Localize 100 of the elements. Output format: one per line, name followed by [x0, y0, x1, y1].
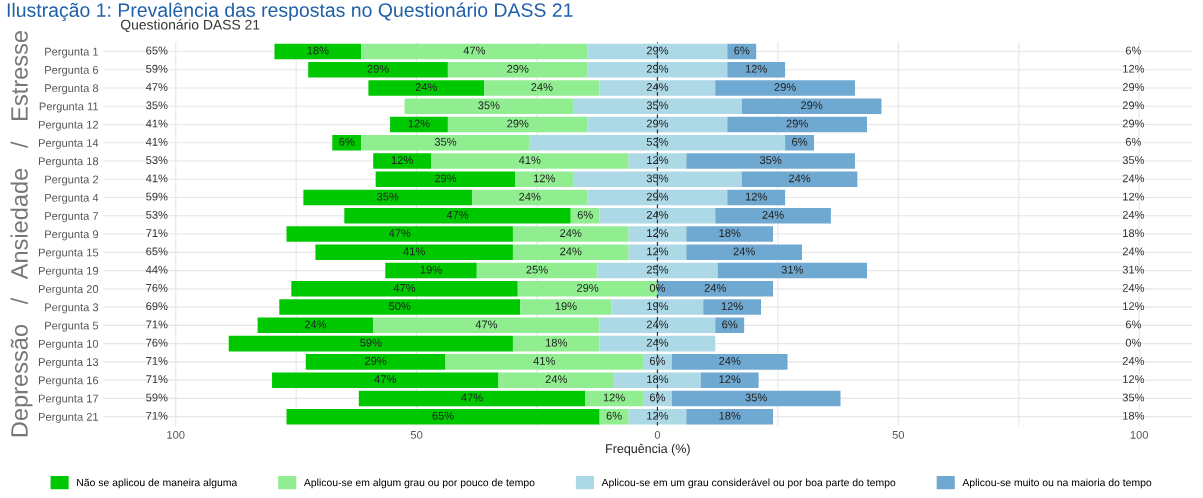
y-tick-label: Pergunta 4 [45, 193, 99, 204]
data-label: 35% [759, 156, 782, 164]
bar [614, 372, 701, 388]
data-label: 47% [475, 320, 498, 329]
data-label: 47% [374, 375, 396, 384]
bar [358, 390, 586, 407]
y-tick-label: Pergunta 1 [45, 47, 99, 58]
bar [643, 354, 672, 370]
data-label: 12% [647, 156, 669, 164]
annotation: 18% [1123, 411, 1145, 420]
data-label: 18% [719, 411, 741, 420]
bar [520, 299, 612, 315]
annotation: 24% [1122, 356, 1145, 365]
x-tick-label: 50 [410, 430, 423, 439]
data-label: 6% [606, 411, 622, 420]
data-label: 6% [792, 137, 808, 146]
bar [286, 408, 600, 425]
data-label: 35% [646, 101, 669, 110]
data-label: 29% [365, 356, 387, 365]
bar [447, 61, 588, 78]
bar [671, 354, 788, 370]
y-tick-label: Pergunta 16 [38, 376, 99, 387]
bar [315, 244, 513, 261]
annotation: 44% [145, 265, 168, 274]
bar [361, 135, 530, 151]
bar [597, 262, 718, 279]
bar [279, 299, 521, 315]
bar [587, 61, 728, 78]
annotation: 71% [146, 357, 168, 365]
data-label: 24% [545, 375, 568, 384]
bar [686, 153, 855, 169]
data-label: 29% [774, 83, 796, 91]
annotation: 6% [1125, 46, 1142, 55]
bar [570, 208, 600, 224]
data-label: 65% [432, 411, 454, 420]
data-label: 6% [649, 393, 666, 402]
bar [727, 43, 757, 60]
annotation: 24% [1122, 210, 1145, 219]
annotation: 53% [146, 210, 168, 219]
data-label: 59% [360, 338, 382, 347]
annotation: 41% [145, 137, 168, 146]
data-label: 47% [446, 210, 469, 219]
bar [599, 335, 716, 352]
annotation: 76% [146, 283, 168, 292]
bar [272, 372, 499, 388]
annotation: 29% [1122, 119, 1145, 128]
data-label: 47% [393, 284, 416, 292]
bar [228, 335, 513, 352]
bar [291, 281, 518, 297]
annotation: 59% [146, 192, 168, 201]
data-label: 29% [577, 283, 599, 292]
annotation: 29% [1122, 83, 1145, 91]
data-label: 29% [801, 101, 823, 110]
bar [715, 317, 745, 334]
annotation: 0% [1125, 338, 1142, 347]
annotation: 76% [146, 338, 168, 347]
bar [373, 317, 600, 334]
bar [587, 116, 728, 133]
data-label: 31% [781, 265, 804, 274]
data-label: 6% [722, 320, 738, 329]
data-label: 24% [519, 192, 541, 201]
bar [385, 262, 477, 279]
bar [715, 208, 831, 224]
data-label: 12% [647, 411, 669, 420]
y-tick-label: Pergunta 13 [38, 358, 99, 369]
data-label: 25% [526, 265, 548, 274]
x-tick-label: 0 [654, 430, 661, 439]
data-label: 12% [745, 64, 767, 73]
data-label: 35% [376, 192, 399, 201]
data-label: 6% [734, 46, 750, 55]
bar [727, 189, 786, 206]
data-label: 41% [533, 357, 555, 365]
y-tick-label: Pergunta 14 [38, 139, 99, 150]
annotation: 35% [1122, 156, 1145, 164]
bar [715, 80, 855, 96]
x-axis-title: Frequência (%) [606, 443, 690, 456]
bar [286, 226, 513, 242]
y-tick-label: Pergunta 21 [38, 412, 99, 423]
data-label: 6% [339, 137, 355, 146]
annotation: 18% [1123, 229, 1145, 238]
data-label: 12% [408, 119, 430, 128]
data-label: 24% [719, 356, 741, 365]
bar [476, 262, 598, 279]
bar [512, 244, 629, 261]
legend-label: Aplicou-se em um grau considerável ou por boa parte do tempo [601, 478, 896, 489]
annotation: 24% [1122, 174, 1145, 183]
data-label: 35% [646, 174, 669, 183]
bar [305, 354, 446, 370]
data-label: 19% [647, 302, 669, 311]
legend-label: Não se aplicou de maneira alguma [77, 478, 238, 489]
data-label: 41% [518, 156, 541, 164]
data-label: 24% [704, 283, 726, 292]
bar [727, 61, 786, 78]
bar [587, 189, 728, 206]
data-label: 12% [647, 229, 669, 237]
data-label: 29% [507, 64, 529, 73]
data-label: 25% [646, 265, 669, 274]
bar [727, 116, 867, 133]
y-tick-label: Pergunta 17 [38, 394, 99, 405]
legend-label: Aplicou-se em algum grau ou por pouco de tempo [303, 478, 535, 489]
